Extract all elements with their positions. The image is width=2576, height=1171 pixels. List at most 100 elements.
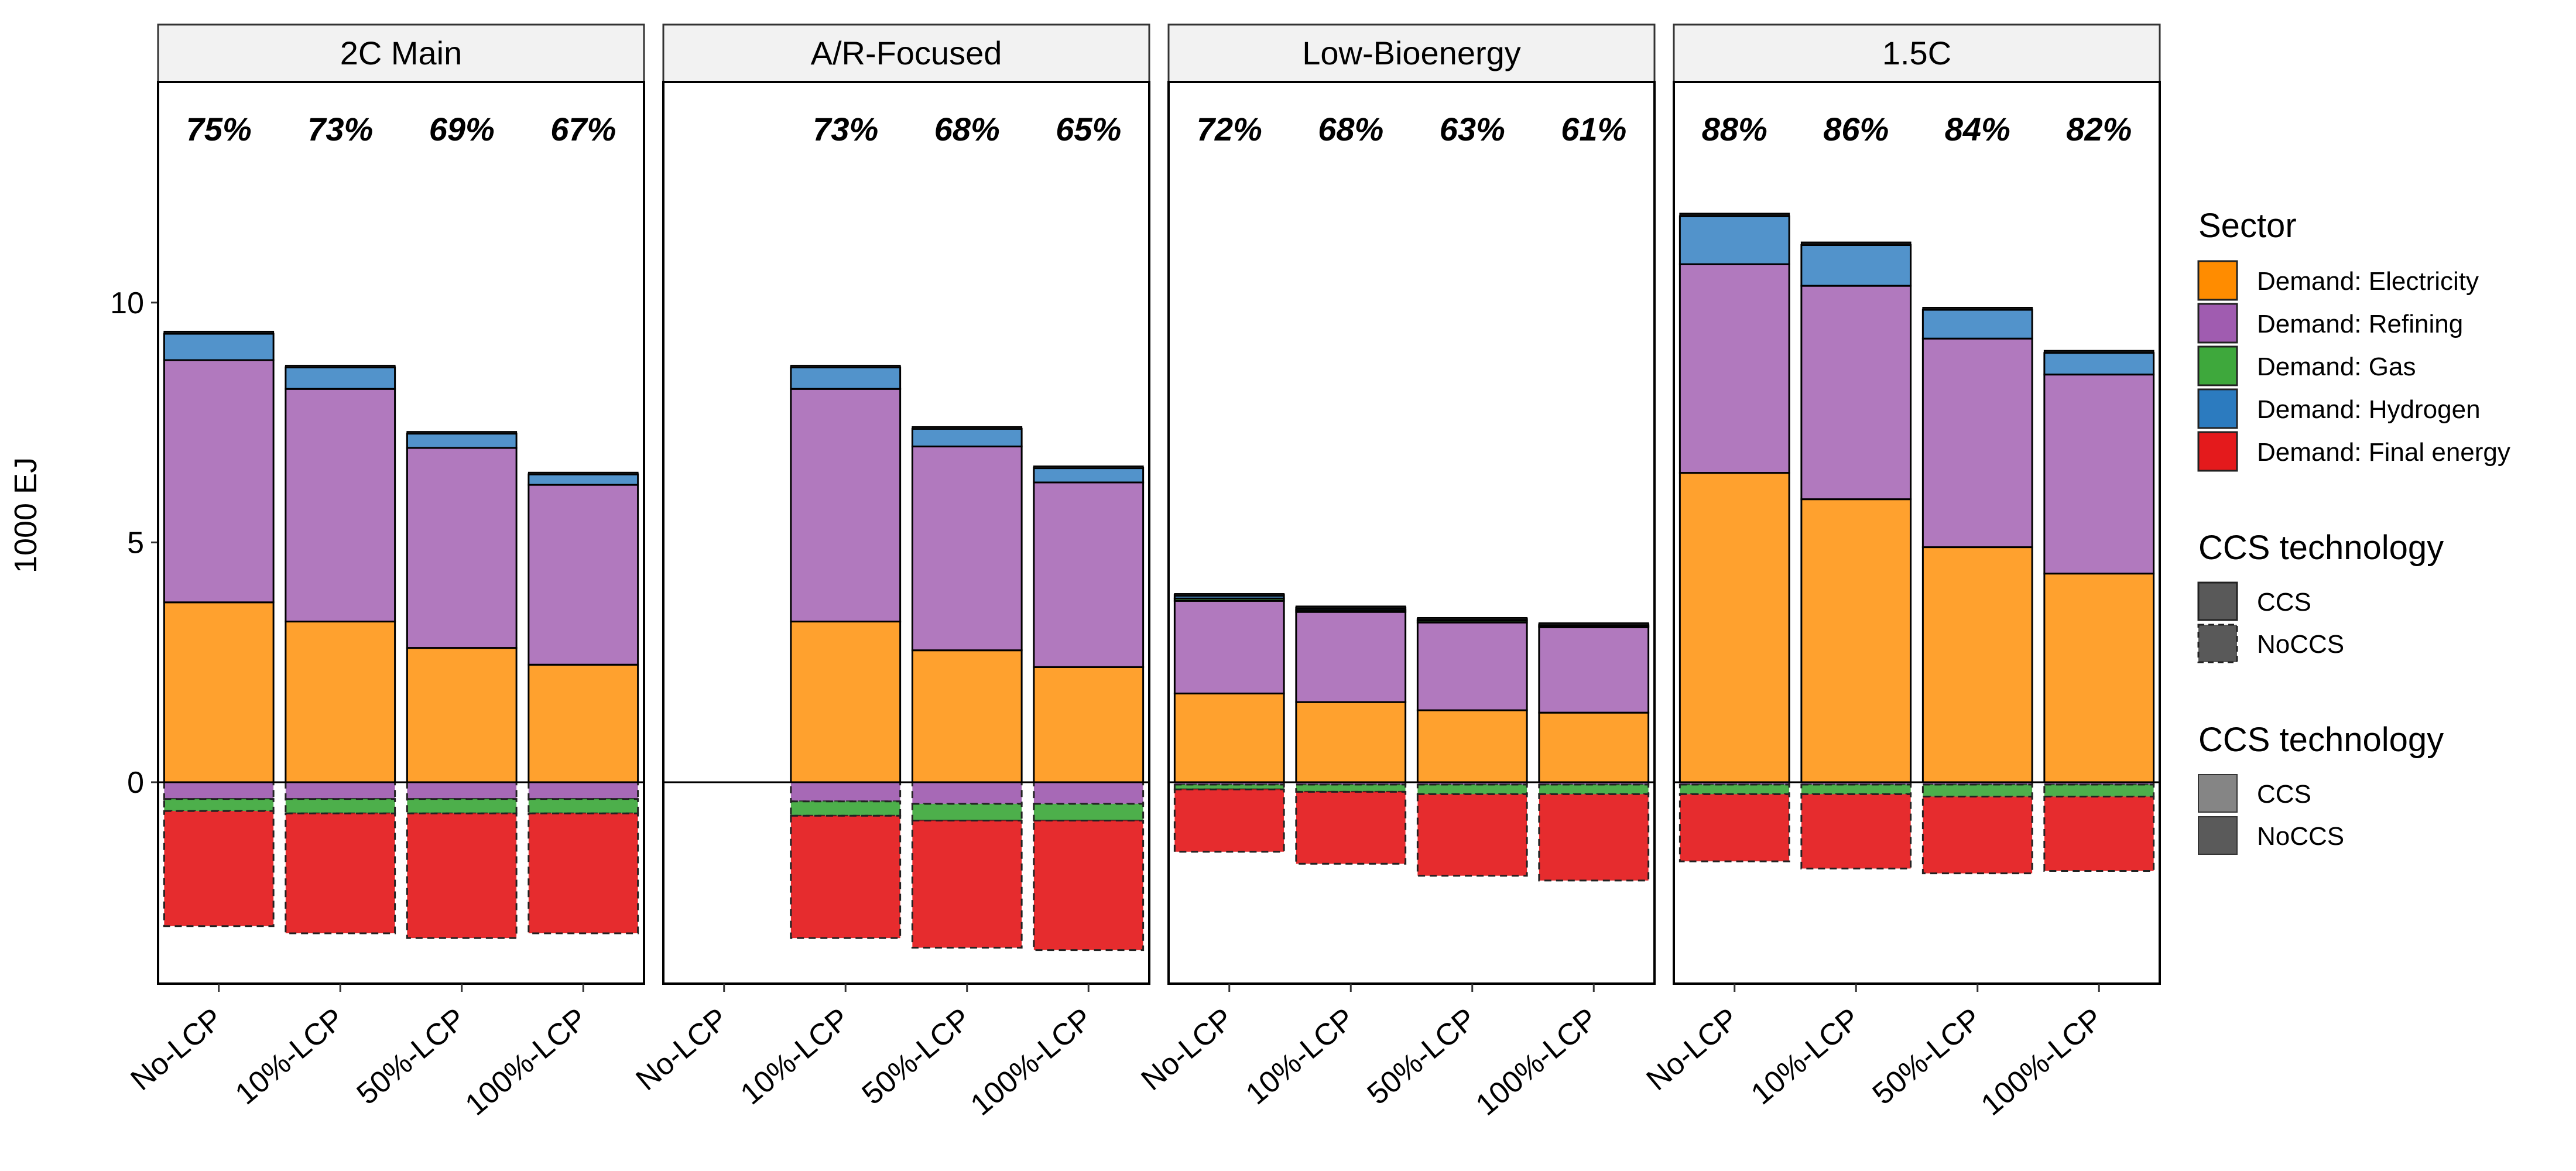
- percent-label: 68%: [934, 111, 1000, 148]
- y-tick-label: 0: [127, 766, 144, 800]
- bar-segment: [790, 621, 902, 783]
- bar-segment: [1678, 472, 1790, 783]
- bar-segment: [2043, 350, 2154, 354]
- x-tick-label: 10%-LCP: [229, 1002, 351, 1111]
- x-tick-label: No-LCP: [629, 1002, 734, 1097]
- bar-segment: [1800, 781, 1912, 786]
- bar-segment: [911, 446, 1023, 652]
- bar-segment: [163, 601, 275, 783]
- bar-segment: [527, 663, 639, 783]
- x-tick-label: 50%-LCP: [856, 1002, 978, 1111]
- legend-label: Demand: Electricity: [2257, 267, 2479, 296]
- percent-label: 69%: [429, 111, 495, 148]
- bar-segment: [1295, 605, 1406, 610]
- bar-segment: [1538, 781, 1650, 786]
- bar-segment: [527, 798, 639, 814]
- bar-segment: [527, 471, 639, 475]
- legend: Sector Demand: Electricity Demand: Refinin…: [2197, 207, 2510, 855]
- x-tick-label: 50%-LCP: [1866, 1002, 1988, 1111]
- legend-swatch: [2197, 345, 2238, 386]
- bar-segment: [1538, 783, 1650, 795]
- bar-segment: [1679, 213, 1790, 217]
- panel-strip: [157, 23, 645, 83]
- bar-segment: [1678, 793, 1790, 862]
- bar-segment: [1921, 783, 2033, 798]
- legend-label: Demand: Refining: [2257, 310, 2463, 338]
- percent-label: 68%: [1318, 111, 1383, 148]
- bar-segment: [1921, 337, 2033, 549]
- legend-swatch: [2197, 388, 2238, 429]
- x-tick-label: No-LCP: [1135, 1002, 1239, 1097]
- panel-border: [1167, 81, 1656, 985]
- bar-segment: [285, 621, 396, 783]
- bar-segment: [1416, 793, 1528, 877]
- bar-segment: [163, 330, 275, 335]
- y-axis-label: 1000 EJ: [8, 457, 43, 573]
- bar-segment: [790, 366, 902, 390]
- bar-segment: [790, 365, 901, 369]
- bar-segment: [911, 819, 1023, 949]
- bar-segment: [1174, 593, 1285, 597]
- bar-segment: [406, 812, 518, 939]
- bar-segment: [1033, 666, 1145, 783]
- bar-segment: [1800, 783, 1912, 795]
- bar-segment: [163, 810, 275, 927]
- bar-segment: [1416, 621, 1528, 711]
- legend-label: Demand: Final energy: [2257, 438, 2510, 467]
- bar-segment: [163, 359, 275, 604]
- percent-label: 86%: [1823, 111, 1889, 148]
- bar-segment: [163, 333, 275, 361]
- x-tick-label: 100%-LCP: [1469, 1002, 1604, 1122]
- bar-segment: [912, 426, 1023, 430]
- panel-title: Low-Bioenergy: [1302, 35, 1521, 71]
- legend-label: CCS: [2257, 780, 2311, 809]
- legend-label: NoCCS: [2257, 822, 2344, 851]
- bar-segment: [1921, 796, 2033, 875]
- bar-segment: [1678, 781, 1790, 786]
- bar-segment: [1295, 701, 1407, 783]
- legend-swatch: [2197, 431, 2238, 472]
- panel-border: [157, 81, 645, 985]
- bar-segment: [406, 431, 518, 435]
- panel: 2C Main 75% 73% 69% 67% No-LCP 10%-LCP 50%-LCP1…: [124, 23, 645, 1122]
- panel-strip: [662, 23, 1150, 83]
- legend-swatch: [2197, 260, 2238, 301]
- x-tick-label: 50%-LCP: [351, 1002, 472, 1111]
- legend-swatch: [2198, 774, 2238, 813]
- bar-segment: [1800, 498, 1912, 783]
- bar-segment: [1921, 546, 2033, 783]
- panel: Low-Bioenergy 72% 68% 63% 61% No-LCP 10%-LCP 50…: [1135, 23, 1656, 1122]
- bar-segment: [527, 781, 639, 800]
- percent-label: 73%: [813, 111, 878, 148]
- bar-segment: [406, 432, 518, 449]
- bar-segment: [1678, 263, 1790, 474]
- bar-segment: [527, 812, 639, 934]
- legend-label: NoCCS: [2257, 630, 2344, 659]
- bar-segment: [1033, 819, 1145, 951]
- bar-segment: [1538, 626, 1650, 714]
- bar-segment: [406, 447, 518, 649]
- bar-segment: [163, 798, 275, 812]
- bar-segment: [2043, 796, 2155, 872]
- bar-segment: [285, 365, 396, 369]
- bar-segment: [1295, 611, 1407, 703]
- percent-label: 84%: [1945, 111, 2010, 148]
- panel: A/R-Focused 73% 68% 65% No-LCP 10%-LCP 50%-LCP…: [629, 23, 1150, 1122]
- bar-segment: [406, 647, 518, 783]
- x-tick-label: No-LCP: [124, 1002, 229, 1097]
- panel: 1.5C 88% 86% 84% 82% No-LCP 10%-LCP 50%-LCP100%…: [1640, 23, 2161, 1122]
- bar-segment: [1173, 600, 1285, 694]
- bar-segment: [1033, 465, 1144, 470]
- bar-segment: [911, 427, 1023, 448]
- bar-segment: [2043, 374, 2155, 575]
- bar-segment: [1173, 781, 1285, 786]
- y-tick-label: 10: [110, 286, 144, 320]
- bar-segment: [1295, 790, 1407, 865]
- legend-swatch: [2197, 581, 2238, 621]
- bar-segment: [911, 803, 1023, 821]
- bar-segment: [1173, 788, 1285, 853]
- bar-segment: [1416, 781, 1528, 786]
- bar-segment: [406, 798, 518, 814]
- x-tick-label: No-LCP: [1640, 1002, 1745, 1097]
